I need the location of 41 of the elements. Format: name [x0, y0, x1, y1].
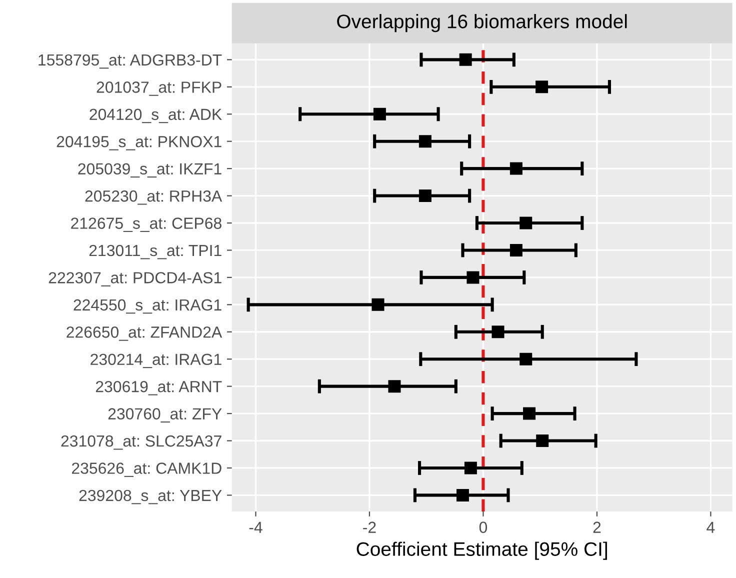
x-tick-label: 0 — [479, 522, 488, 533]
point — [492, 326, 504, 338]
y-tick-label: 230619_at: ARNT — [96, 380, 222, 396]
y-tick-label: 226650_at: ZFAND2A — [66, 326, 222, 341]
y-tick-label: 231078_at: SLC25A37 — [61, 435, 222, 450]
y-tick-label: 204195_s_at: PKNOX1 — [56, 136, 222, 150]
y-tick-label: 204120_s_at: ADK — [90, 108, 222, 124]
point — [520, 216, 532, 230]
point — [373, 108, 386, 120]
point — [520, 352, 532, 366]
x-tick-label: 2 — [593, 522, 601, 533]
point — [510, 244, 522, 256]
y-tick-label: 1558795_at: ADGRB3-DT — [38, 54, 222, 69]
point — [536, 434, 549, 448]
y-tick-label: 205039_s_at: IKZF1 — [78, 163, 222, 178]
x-tick-label: 4 — [706, 522, 715, 533]
y-tick-label: 222307_at: PDCD4-AS1 — [48, 272, 222, 286]
y-tick-label: 213011_s_at: TPI1 — [89, 244, 222, 260]
point — [418, 135, 432, 148]
y-tick-label: 230760_at: ZFY — [108, 408, 222, 422]
point — [456, 488, 469, 502]
x-axis-title: Coefficient Estimate [95% CI] — [356, 542, 607, 560]
point — [418, 190, 432, 202]
point — [372, 298, 384, 311]
y-tick-label: 201037_at: PFKP — [96, 82, 222, 96]
chart-title: Overlapping 16 biomarkers model — [337, 14, 627, 32]
point — [459, 53, 472, 66]
y-tick-label: 239208_s_at: YBEY — [79, 490, 222, 504]
y-tick-label: 212675_s_at: CEP68 — [71, 218, 222, 232]
y-tick-label: 230214_at: IRAG1 — [90, 354, 222, 368]
point — [536, 80, 548, 94]
point — [510, 162, 522, 175]
y-tick-label: 205230_at: RPH3A — [85, 190, 222, 205]
x-tick-label: -2 — [363, 522, 376, 533]
point — [466, 271, 480, 284]
x-tick-label: -4 — [249, 522, 262, 533]
point — [388, 380, 401, 393]
y-tick-label: 235626_at: CAMK1D — [72, 462, 222, 477]
point — [523, 407, 536, 420]
point — [464, 462, 477, 474]
y-tick-label: 224550_s_at: IRAG1 — [74, 299, 222, 314]
